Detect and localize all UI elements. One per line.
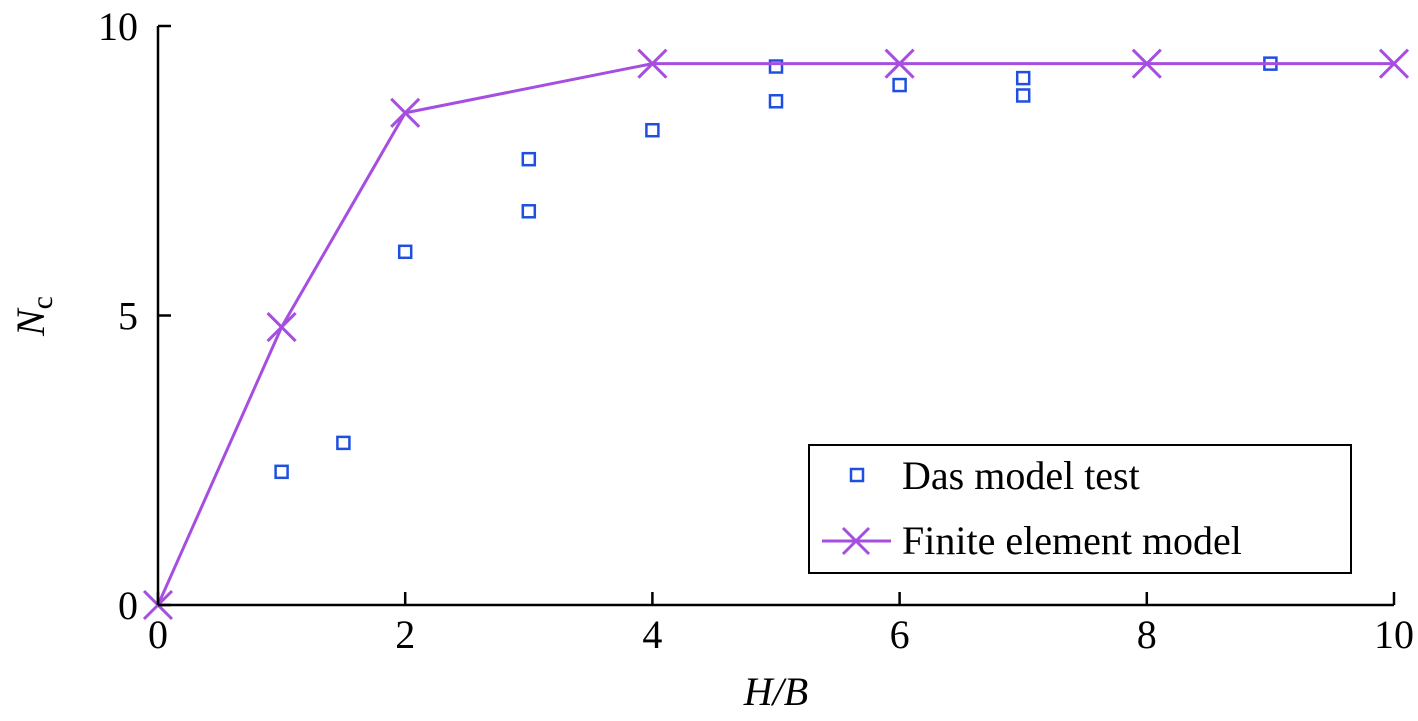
das-data-point [892,77,907,93]
fem-data-point [390,97,421,128]
legend-marker-das [849,467,865,483]
legend-label-das: Das model test [902,453,1140,498]
das-data-point [336,435,351,451]
x-ticks: 0 2 4 6 8 10 [148,592,1414,657]
y-ticks: 0 5 10 [98,4,171,628]
das-data-point [521,151,537,167]
x-tick-label: 10 [1374,612,1414,657]
x-tick-label: 0 [148,612,168,657]
legend-marker-fem [841,526,871,556]
y-tick-label: 5 [118,294,138,339]
das-data-point [645,122,660,138]
das-data-point [521,204,537,219]
y-tick-label: 0 [118,583,138,628]
fem-data-point [266,312,297,343]
y-tick-label: 10 [98,4,138,49]
das-data-point [274,464,289,480]
das-data-point [768,59,784,74]
fem-data-point [637,48,668,79]
das-data-point [1015,88,1031,103]
legend-box [808,444,1352,574]
y-axis-label: Nc [8,296,59,337]
x-tick-label: 4 [642,612,662,657]
legend-label-fem: Finite element model [902,518,1242,563]
legend: Das model test Finite element model [808,444,1352,574]
y-axis-label-main: N [8,307,53,337]
y-axis-label-subscript: c [26,296,59,309]
das-data-point [397,244,413,260]
fem-data-point [1378,48,1410,79]
x-tick-label: 2 [395,612,415,657]
x-axis-label: H/B [743,669,808,714]
das-data-point [768,94,784,109]
fem-data-point [884,48,915,79]
x-tick-label: 6 [890,612,910,657]
x-tick-label: 8 [1137,612,1157,657]
das-data-point [1015,70,1031,86]
fem-data-point [1131,48,1162,79]
